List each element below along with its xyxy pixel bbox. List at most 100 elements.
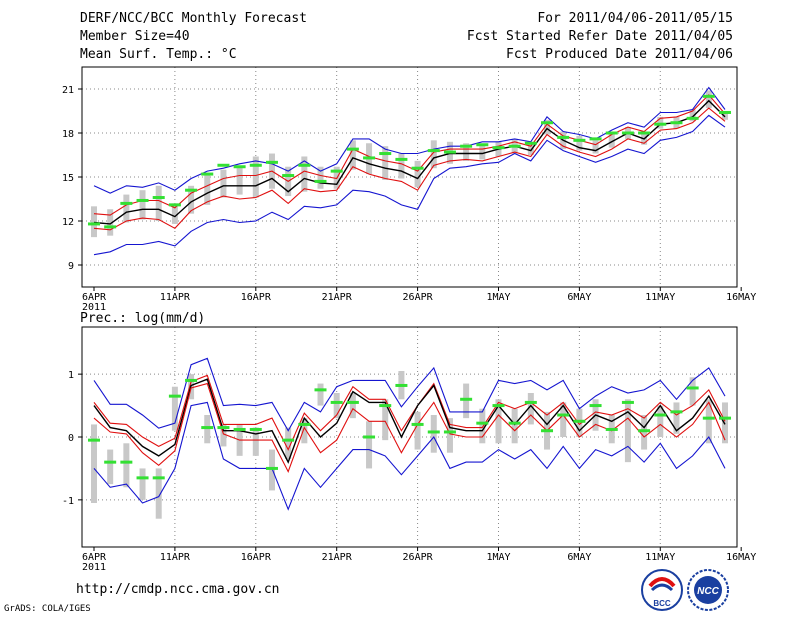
ensemble-box xyxy=(171,386,178,431)
series-min xyxy=(93,401,726,511)
series-max xyxy=(93,86,726,194)
ensemble-box xyxy=(705,90,712,109)
plot-frame xyxy=(81,326,738,548)
ensemble-box xyxy=(430,415,437,453)
ensemble-box xyxy=(220,424,227,447)
series-upper xyxy=(93,374,726,451)
series-max xyxy=(93,357,726,432)
ensemble-box xyxy=(123,194,130,223)
ensemble-box xyxy=(366,421,373,469)
ensemble-box xyxy=(349,140,356,170)
series-upper xyxy=(93,94,726,216)
ensemble-box xyxy=(301,418,308,444)
ensemble-box xyxy=(689,377,696,406)
series-lower xyxy=(93,382,726,473)
ensemble-box xyxy=(608,131,615,148)
ensemble-box xyxy=(123,443,130,488)
x-tick-label: 6APR xyxy=(82,292,107,303)
ensemble-box xyxy=(495,399,502,444)
chart-title: DERF/NCC/BCC Monthly Forecast xyxy=(80,11,307,26)
y-tick-label: 12 xyxy=(62,217,74,228)
ensemble-box xyxy=(511,408,518,444)
forecast-period: For 2011/04/06-2011/05/15 xyxy=(537,11,733,26)
x-tick-label: 16MAY xyxy=(726,552,756,563)
x-tick-label: 11APR xyxy=(160,292,191,303)
ensemble-box xyxy=(463,383,470,419)
plot-frame xyxy=(81,66,738,288)
y-tick-label: 1 xyxy=(68,370,74,381)
ensemble-box xyxy=(382,399,389,441)
ensemble-box xyxy=(285,427,292,459)
ensemble-box xyxy=(317,166,324,189)
ensemble-box xyxy=(139,190,146,220)
x-tick-label: 11MAY xyxy=(645,552,675,563)
x-tick-label: 6MAY xyxy=(567,292,591,303)
member-size: Member Size=40 xyxy=(80,29,190,44)
grads-credit: GrADS: COLA/IGES xyxy=(4,604,91,614)
ensemble-box xyxy=(624,399,631,463)
ensemble-box xyxy=(171,203,178,224)
x-tick-label: 11MAY xyxy=(645,292,675,303)
x-tick-label: 26APR xyxy=(403,292,434,303)
series-min xyxy=(93,114,726,256)
bcc-logo: BCC xyxy=(641,569,683,611)
x-tick-label: 21APR xyxy=(322,552,353,563)
series-mean xyxy=(93,378,726,464)
ensemble-box xyxy=(220,169,227,198)
ensemble-box xyxy=(382,146,389,180)
x-tick-label: 26APR xyxy=(403,552,434,563)
y-tick-label: 9 xyxy=(68,261,74,272)
ensemble-box xyxy=(91,206,97,238)
variable-label-temp: Mean Surf. Temp.: °C xyxy=(80,47,237,62)
x-tick-label: 1MAY xyxy=(486,292,510,303)
ensemble-box xyxy=(479,408,486,444)
ensemble-box xyxy=(204,175,211,205)
ensemble-box xyxy=(479,144,486,160)
ensemble-box xyxy=(317,383,324,406)
ensemble-box xyxy=(527,143,534,155)
x-year-label: 2011 xyxy=(82,302,106,313)
ensemble-box xyxy=(252,156,259,198)
ensemble-box xyxy=(204,415,211,444)
ensemble-box xyxy=(722,402,728,444)
ensemble-box xyxy=(576,135,583,151)
y-tick-label: -1 xyxy=(62,496,74,507)
ensemble-box xyxy=(657,405,664,437)
ensemble-box xyxy=(349,393,356,419)
x-tick-label: 16APR xyxy=(241,552,272,563)
x-tick-label: 1MAY xyxy=(486,552,510,563)
ensemble-box xyxy=(301,156,308,192)
x-tick-label: 11APR xyxy=(160,552,191,563)
ensemble-box xyxy=(107,449,114,485)
ensemble-box xyxy=(188,185,195,214)
ncc-logo: NCC xyxy=(687,569,729,611)
ensemble-box xyxy=(705,399,712,444)
ensemble-box xyxy=(107,209,114,236)
ensemble-box xyxy=(252,427,259,456)
ensemble-box xyxy=(527,393,534,425)
ensemble-box xyxy=(414,411,421,450)
ensemble-box xyxy=(155,185,162,221)
ensemble-box xyxy=(333,393,340,419)
ensemble-box xyxy=(414,160,421,188)
x-tick-label: 6MAY xyxy=(567,552,591,563)
y-tick-label: 0 xyxy=(68,433,74,444)
ensemble-box xyxy=(560,402,567,437)
refer-date: Fcst Started Refer Date 2011/04/05 xyxy=(466,29,733,44)
ensemble-box xyxy=(398,153,405,179)
ensemble-box xyxy=(641,415,648,450)
ensemble-box xyxy=(576,408,583,437)
ensemble-box xyxy=(430,140,437,169)
x-tick-label: 6APR xyxy=(82,552,107,563)
ensemble-box xyxy=(673,402,680,434)
y-tick-label: 21 xyxy=(62,85,74,96)
footer-url[interactable]: http://cmdp.ncc.cma.gov.cn xyxy=(76,582,280,597)
y-tick-label: 15 xyxy=(62,173,74,184)
produced-date: Fcst Produced Date 2011/04/06 xyxy=(506,47,733,62)
ensemble-box xyxy=(155,468,162,519)
ensemble-box xyxy=(139,468,146,500)
ensemble-box xyxy=(91,424,97,503)
y-tick-label: 18 xyxy=(62,129,74,140)
ensemble-box xyxy=(722,111,728,120)
